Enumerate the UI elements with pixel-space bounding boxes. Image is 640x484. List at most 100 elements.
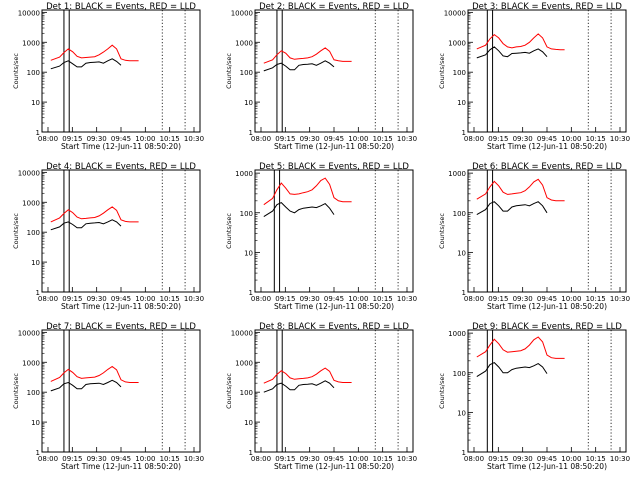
y-tick-label: 100 [27, 389, 40, 397]
x-tick-label: 10:30 [397, 135, 417, 143]
x-axis-label: Start Time (12-Jun-11 08:50:20) [61, 302, 181, 311]
series-line-lld [50, 365, 139, 383]
y-tick-label: 1000 [235, 39, 253, 47]
x-tick-label: 10:15 [373, 455, 393, 463]
y-axis-label: Counts/sec [12, 53, 20, 89]
series-line-events [476, 46, 548, 59]
x-tick-label: 10:15 [160, 455, 180, 463]
x-axis-label: Start Time (12-Jun-11 08:50:20) [274, 302, 394, 311]
x-tick-label: 10:15 [586, 455, 606, 463]
plot-frame [467, 9, 627, 133]
y-tick-label: 100 [240, 69, 253, 77]
series-line-events [263, 380, 335, 393]
y-tick-label: 1 [462, 289, 466, 297]
y-tick-label: 1 [36, 289, 40, 297]
x-tick-label: 08:00 [251, 135, 271, 143]
x-tick-label: 09:45 [111, 135, 131, 143]
x-tick-label: 10:00 [135, 295, 155, 303]
x-tick-label: 10:15 [586, 135, 606, 143]
detector-panel-6: Det 6: BLACK = Events, RED = LLD 1 10 100 10… [438, 162, 630, 311]
y-tick-label: 1000 [235, 170, 253, 178]
y-tick-label: 100 [453, 370, 466, 378]
plot-frame [467, 169, 627, 293]
x-tick-label: 09:30 [513, 135, 533, 143]
x-tick-label: 10:00 [561, 295, 581, 303]
series-line-lld [263, 47, 352, 64]
x-tick-label: 09:45 [111, 455, 131, 463]
x-tick-label: 10:00 [348, 295, 368, 303]
panel-title: Det 3: BLACK = Events, RED = LLD [472, 2, 622, 12]
detector-panel-1: Det 1: BLACK = Events, RED = LLD 1 10 100 10… [12, 2, 204, 151]
series-line-lld [50, 206, 139, 223]
x-tick-label: 10:30 [184, 295, 204, 303]
plot-frame [467, 329, 627, 453]
x-tick-label: 10:30 [610, 135, 630, 143]
y-tick-label: 1000 [448, 330, 466, 338]
x-tick-label: 08:00 [38, 295, 58, 303]
x-tick-label: 08:00 [464, 455, 484, 463]
y-tick-label: 1000 [448, 39, 466, 47]
series-line-events [50, 58, 122, 70]
x-tick-label: 10:00 [135, 135, 155, 143]
detector-panel-5: Det 5: BLACK = Events, RED = LLD 1 10 100 10… [225, 162, 417, 311]
x-tick-label: 08:00 [38, 455, 58, 463]
series-line-events [50, 379, 122, 392]
series-line-lld [50, 44, 139, 62]
x-tick-label: 10:30 [610, 455, 630, 463]
panel-title: Det 7: BLACK = Events, RED = LLD [46, 322, 196, 332]
detector-panel-3: Det 3: BLACK = Events, RED = LLD 1 10 100 10… [438, 2, 630, 151]
x-tick-label: 09:30 [513, 295, 533, 303]
x-tick-label: 09:45 [324, 295, 344, 303]
x-tick-label: 09:30 [87, 455, 107, 463]
x-tick-label: 08:00 [464, 135, 484, 143]
plot-frame [254, 9, 414, 133]
y-axis-label: Counts/sec [225, 213, 233, 249]
y-axis-label: Counts/sec [12, 213, 20, 249]
detector-panel-8: Det 8: BLACK = Events, RED = LLD 1 10 100 10… [225, 322, 417, 471]
series-line-lld [476, 178, 565, 202]
x-tick-label: 09:15 [275, 295, 295, 303]
x-tick-label: 10:00 [135, 455, 155, 463]
y-tick-label: 1000 [22, 359, 40, 367]
x-tick-label: 10:00 [561, 455, 581, 463]
x-tick-label: 09:30 [87, 295, 107, 303]
x-tick-label: 09:30 [300, 135, 320, 143]
series-line-lld [263, 177, 352, 206]
plot-frame [41, 9, 201, 133]
x-tick-label: 08:00 [251, 295, 271, 303]
x-tick-label: 08:00 [38, 135, 58, 143]
x-tick-label: 10:15 [160, 295, 180, 303]
detector-panel-4: Det 4: BLACK = Events, RED = LLD 1 10 100 10… [12, 162, 204, 311]
y-tick-label: 100 [453, 69, 466, 77]
series-line-lld [263, 367, 352, 384]
x-tick-label: 08:00 [251, 455, 271, 463]
x-axis-label: Start Time (12-Jun-11 08:50:20) [274, 462, 394, 471]
x-tick-label: 10:15 [586, 295, 606, 303]
x-tick-label: 09:45 [537, 455, 557, 463]
y-tick-label: 10 [244, 419, 253, 427]
x-tick-label: 09:45 [537, 135, 557, 143]
x-tick-label: 09:15 [488, 455, 508, 463]
y-tick-label: 1000 [22, 199, 40, 207]
x-tick-label: 09:15 [62, 295, 82, 303]
x-tick-label: 09:45 [324, 455, 344, 463]
x-tick-label: 10:15 [373, 135, 393, 143]
plot-frame [41, 329, 201, 453]
y-tick-label: 1 [36, 449, 40, 457]
panel-title: Det 1: BLACK = Events, RED = LLD [46, 2, 196, 12]
y-tick-label: 100 [240, 389, 253, 397]
x-tick-label: 09:15 [275, 455, 295, 463]
panel-title: Det 6: BLACK = Events, RED = LLD [472, 162, 622, 172]
y-tick-label: 10 [31, 419, 40, 427]
y-tick-label: 1 [462, 449, 466, 457]
y-tick-label: 10 [244, 99, 253, 107]
y-tick-label: 1000 [22, 39, 40, 47]
panel-title: Det 8: BLACK = Events, RED = LLD [259, 322, 409, 332]
panel-title: Det 2: BLACK = Events, RED = LLD [259, 2, 409, 12]
y-tick-label: 1 [36, 129, 40, 137]
x-tick-label: 09:30 [300, 295, 320, 303]
y-tick-label: 10 [457, 99, 466, 107]
x-axis-label: Start Time (12-Jun-11 08:50:20) [274, 142, 394, 151]
x-tick-label: 09:15 [488, 295, 508, 303]
